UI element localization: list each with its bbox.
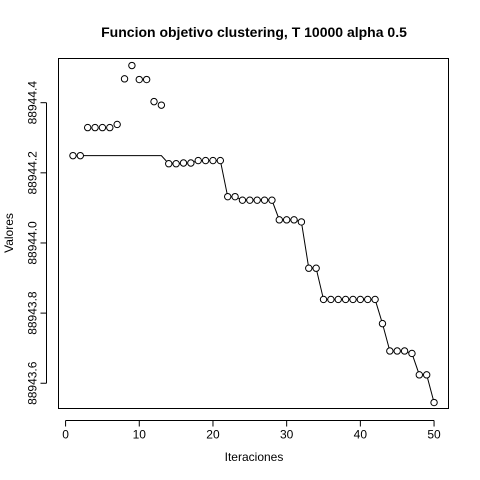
data-point [83,123,92,132]
data-point [415,371,424,379]
y-tick-label: 88943.6 [26,361,40,405]
data-point [356,295,365,304]
data-point [69,151,77,160]
data-point [106,123,114,132]
data-point [400,347,409,355]
data-point [216,156,225,165]
y-tick-label: 88944.4 [26,81,40,125]
data-point [378,319,387,328]
data-point [209,156,217,165]
data-point [150,97,158,106]
data-point [319,295,328,304]
data-point [113,120,121,129]
data-point [253,196,261,204]
data-point [157,101,166,109]
data-point [76,151,85,160]
x-axis: 0 10 20 30 40 50 [62,420,441,442]
data-point [349,295,357,304]
data-point [172,160,180,168]
x-axis-label: Iteraciones [225,450,284,464]
y-tick-label: 88943.8 [26,291,40,335]
data-point [312,264,320,272]
data-point [275,216,283,224]
y-tick-label: 88944.0 [26,221,40,265]
data-point [120,75,129,83]
data-point [297,218,306,226]
data-point [91,123,99,132]
y-tick-label: 88944.2 [26,151,40,195]
data-point [246,196,254,204]
data-point [165,160,173,168]
data-point [142,75,151,84]
data-point [187,159,195,167]
data-point [224,192,232,201]
data-point [371,295,379,304]
data-point [194,156,202,165]
x-tick-label: 10 [133,428,147,442]
data-point [408,349,416,358]
data-point [430,398,438,407]
series-points [69,61,438,407]
data-point [268,196,276,204]
data-point [238,196,247,204]
data-point [386,347,394,355]
data-point [305,264,313,272]
data-point [393,347,401,355]
data-point [260,196,269,204]
data-point [231,192,239,201]
data-point [327,295,335,304]
data-point [128,61,136,70]
data-point [334,295,342,304]
data-point [341,295,350,304]
x-tick-label: 40 [354,428,368,442]
x-tick-label: 0 [62,428,69,442]
y-axis: 88943.6 88943.8 88944.0 88944.2 88944.4 [26,81,47,405]
data-point [135,75,143,84]
chart-title: Funcion objetivo clustering, T 10000 alp… [101,24,407,40]
data-point [290,216,298,224]
data-point [98,123,107,132]
x-tick-label: 20 [206,428,220,442]
data-point [364,295,372,304]
x-tick-label: 50 [427,428,441,442]
data-point [282,216,291,224]
data-point [422,371,431,379]
x-tick-label: 30 [280,428,294,442]
data-point [201,156,210,165]
y-axis-label: Valores [2,213,16,253]
plot-frame [58,58,449,409]
data-point [179,159,188,167]
